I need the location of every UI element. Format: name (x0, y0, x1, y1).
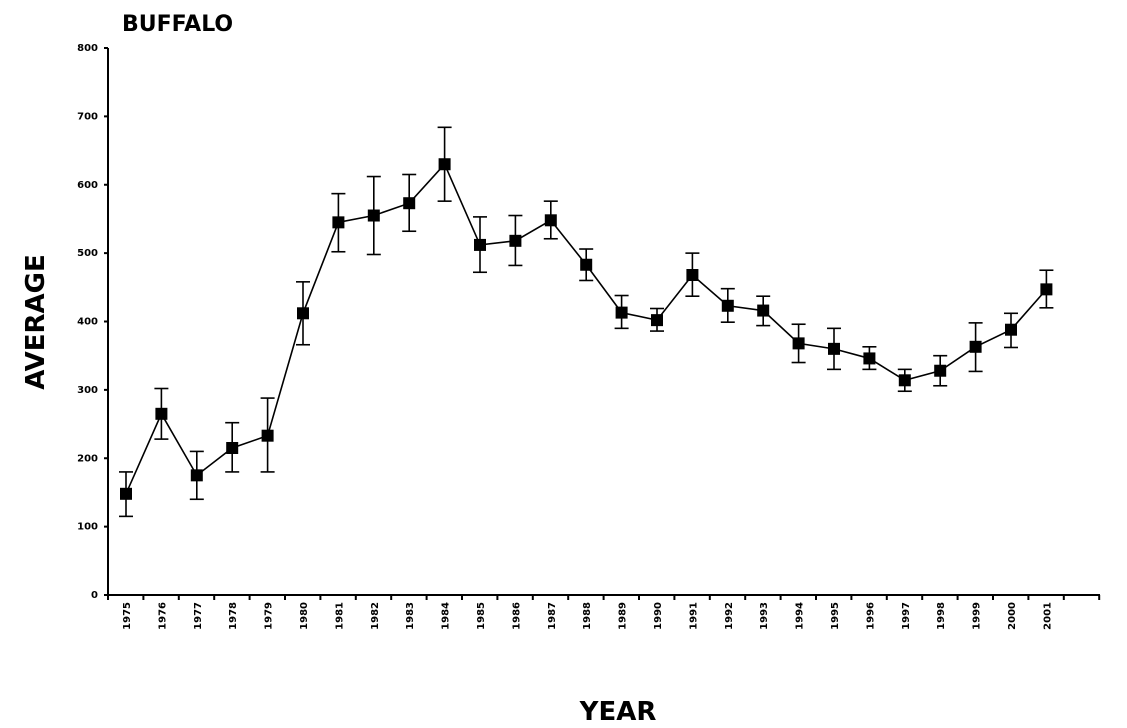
y-tick-label: 100 (77, 522, 98, 533)
x-tick-label: 1994 (795, 602, 806, 630)
x-tick-label: 1985 (476, 602, 487, 630)
x-tick-label: 1991 (688, 602, 699, 630)
data-point-marker (792, 337, 805, 350)
x-tick-label: 1977 (193, 602, 204, 630)
data-point-marker (721, 299, 734, 312)
data-point-marker (190, 469, 203, 482)
x-tick-label: 1979 (264, 602, 275, 630)
x-tick-label: 1999 (972, 602, 983, 630)
chart-title: BUFFALO (122, 12, 233, 37)
x-tick-label: 1986 (511, 602, 522, 630)
x-tick-label: 1984 (441, 602, 452, 630)
data-point-marker (757, 304, 770, 317)
x-tick-label: 1987 (547, 602, 558, 630)
y-tick-label: 300 (77, 385, 98, 396)
x-tick-label: 1976 (157, 602, 168, 630)
x-tick-label: 1983 (405, 602, 416, 630)
plot-area: 0 100 200 300 400 500 600 700 800 1975 1976 1977 197… (77, 43, 1101, 630)
y-tick-label: 700 (77, 111, 98, 122)
y-tick-label: 0 (91, 590, 98, 601)
x-tick-label: 1993 (759, 602, 770, 630)
data-point-marker (261, 429, 274, 442)
y-tick-label: 500 (77, 248, 98, 259)
x-tick-label: 2000 (1007, 602, 1018, 630)
data-point-marker (367, 209, 380, 222)
data-point-marker (474, 238, 486, 251)
x-tick-label: 1992 (724, 602, 735, 630)
x-tick-label: 1988 (582, 602, 593, 630)
data-point-marker (403, 197, 416, 210)
data-point-marker (155, 407, 168, 420)
y-tick-label: 600 (77, 180, 98, 191)
x-tick-label: 1975 (122, 602, 133, 630)
x-tick-label: 2001 (1042, 602, 1053, 630)
x-axis-title: YEAR (579, 697, 657, 727)
x-tick-label: 1998 (936, 602, 947, 630)
data-point-marker (120, 487, 132, 500)
data-point-marker (438, 158, 451, 171)
x-tick-label: 1996 (865, 602, 876, 630)
x-tick-label: 1980 (299, 602, 310, 630)
series-line (125, 162, 1048, 495)
data-point-marker (651, 314, 663, 327)
y-tick-label: 200 (77, 453, 98, 464)
x-tick-label: 1990 (653, 602, 664, 630)
data-point-marker (544, 214, 557, 227)
data-point-marker (297, 307, 309, 320)
data-point-marker (509, 234, 522, 247)
x-tick-label: 1995 (830, 602, 841, 630)
data-point-marker (226, 441, 239, 454)
x-tick-label: 1981 (334, 602, 345, 630)
data-point-marker (686, 269, 699, 282)
data-point-marker (580, 258, 593, 271)
data-point-marker (898, 374, 911, 387)
data-point-marker (615, 306, 628, 319)
data-point-marker (1005, 323, 1017, 336)
data-point-marker (1040, 283, 1053, 296)
y-tick-label: 800 (77, 43, 98, 54)
x-tick-label: 1978 (228, 602, 239, 630)
data-point-marker (863, 352, 876, 365)
data-point-marker (332, 216, 345, 229)
data-point-marker (934, 364, 947, 377)
x-tick-label: 1989 (618, 602, 629, 630)
data-point-marker (828, 342, 840, 355)
y-tick-label: 400 (77, 317, 98, 328)
x-tick-label: 1997 (901, 602, 912, 630)
x-tick-label: 1982 (370, 602, 381, 630)
data-point-marker (969, 340, 982, 353)
y-axis-title: AVERAGE (21, 254, 51, 389)
